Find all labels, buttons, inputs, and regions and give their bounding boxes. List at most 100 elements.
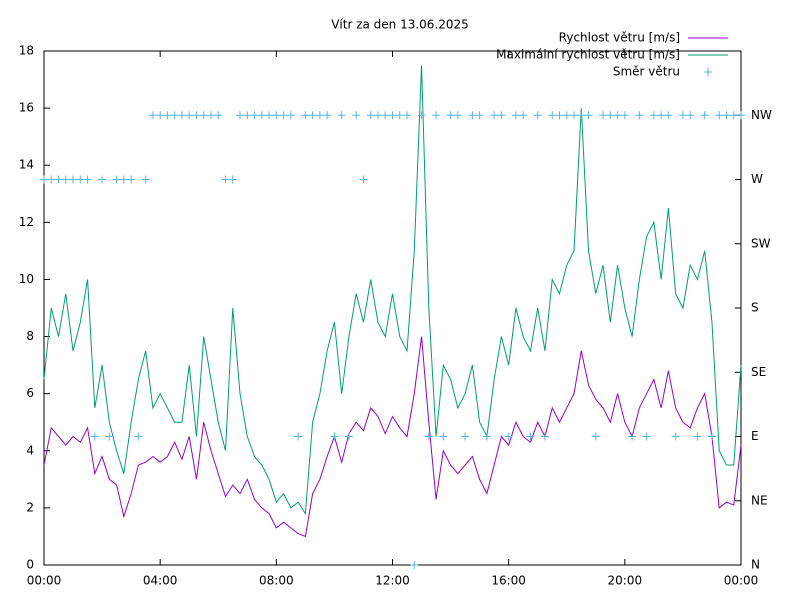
- direction-point: [170, 111, 179, 120]
- y2-tick-label: NE: [751, 493, 768, 507]
- direction-point: [606, 111, 615, 120]
- direction-point: [177, 111, 186, 120]
- direction-point: [61, 175, 70, 184]
- series-line: [43, 336, 742, 538]
- chart-title: Vítr za den 13.06.2025: [331, 18, 469, 32]
- x-tick-label: 16:00: [491, 574, 526, 588]
- direction-point: [642, 432, 651, 441]
- direction-point: [722, 111, 731, 120]
- direction-point: [388, 111, 397, 120]
- x-tick-label: 08:00: [259, 574, 294, 588]
- direction-point: [381, 111, 390, 120]
- direction-point: [613, 111, 622, 120]
- direction-point: [707, 432, 716, 441]
- direction-point: [657, 111, 666, 120]
- direction-point: [620, 111, 629, 120]
- direction-point: [134, 432, 143, 441]
- y-tick-label: 6: [26, 386, 34, 400]
- y2-tick-label: N: [751, 558, 760, 572]
- direction-point: [570, 111, 579, 120]
- direction-point: [671, 432, 680, 441]
- x-tick-label: 20:00: [608, 574, 643, 588]
- direction-point: [649, 111, 658, 120]
- direction-point: [562, 111, 571, 120]
- direction-point: [366, 111, 375, 120]
- direction-point: [221, 175, 230, 184]
- direction-point: [526, 432, 535, 441]
- direction-point: [344, 432, 353, 441]
- direction-point: [628, 432, 637, 441]
- x-tick-label: 00:00: [724, 574, 759, 588]
- direction-point: [584, 111, 593, 120]
- direction-point: [141, 175, 150, 184]
- direction-point: [98, 175, 107, 184]
- direction-point: [686, 111, 695, 120]
- direction-point: [250, 111, 259, 120]
- direction-point: [69, 175, 78, 184]
- direction-point: [497, 111, 506, 120]
- direction-point: [511, 111, 520, 120]
- direction-point: [540, 432, 549, 441]
- y2-tick-label: SE: [751, 365, 766, 379]
- direction-point: [148, 111, 157, 120]
- direction-point: [163, 111, 172, 120]
- direction-point: [279, 111, 288, 120]
- y2-tick-label: S: [751, 301, 759, 315]
- direction-point: [323, 111, 332, 120]
- direction-point: [548, 111, 557, 120]
- direction-point: [47, 175, 56, 184]
- direction-point: [83, 175, 92, 184]
- direction-point: [395, 111, 404, 120]
- direction-point: [693, 432, 702, 441]
- direction-point: [119, 175, 128, 184]
- y2-tick-label: NW: [751, 108, 772, 122]
- series-line: [43, 65, 742, 516]
- legend-label: Rychlost větru [m/s]: [559, 31, 680, 45]
- direction-point: [236, 111, 245, 120]
- direction-point: [700, 111, 709, 120]
- y-tick-label: 10: [19, 272, 34, 286]
- direction-point: [359, 175, 368, 184]
- y-tick-label: 14: [19, 158, 34, 172]
- direction-point: [243, 111, 252, 120]
- y2-tick-label: W: [751, 172, 763, 186]
- direction-point: [185, 111, 194, 120]
- direction-point: [453, 111, 462, 120]
- direction-point: [410, 561, 419, 569]
- direction-point: [54, 175, 63, 184]
- direction-point: [199, 111, 208, 120]
- direction-point: [127, 175, 136, 184]
- direction-point: [257, 111, 266, 120]
- direction-point: [729, 111, 738, 120]
- y-tick-label: 18: [19, 44, 34, 58]
- direction-point: [228, 175, 237, 184]
- direction-point: [90, 432, 99, 441]
- direction-point: [417, 111, 426, 120]
- direction-point: [352, 111, 361, 120]
- direction-point: [490, 111, 499, 120]
- direction-point: [424, 432, 433, 441]
- direction-point: [482, 432, 491, 441]
- direction-point: [504, 432, 513, 441]
- direction-point: [192, 111, 201, 120]
- direction-point: [439, 432, 448, 441]
- direction-point: [446, 111, 455, 120]
- legend-label: Směr větru: [613, 65, 680, 79]
- direction-point: [294, 432, 303, 441]
- direction-point: [737, 111, 745, 120]
- x-tick-label: 00:00: [27, 574, 62, 588]
- direction-point: [519, 111, 528, 120]
- direction-point: [301, 111, 310, 120]
- direction-point: [577, 111, 586, 120]
- direction-point: [76, 175, 85, 184]
- x-tick-label: 04:00: [143, 574, 178, 588]
- direction-point: [373, 111, 382, 120]
- direction-point: [315, 111, 324, 120]
- direction-point: [105, 432, 114, 441]
- y2-tick-label: SW: [751, 236, 771, 250]
- y-tick-label: 4: [26, 443, 34, 457]
- direction-point: [308, 111, 317, 120]
- direction-point: [156, 111, 165, 120]
